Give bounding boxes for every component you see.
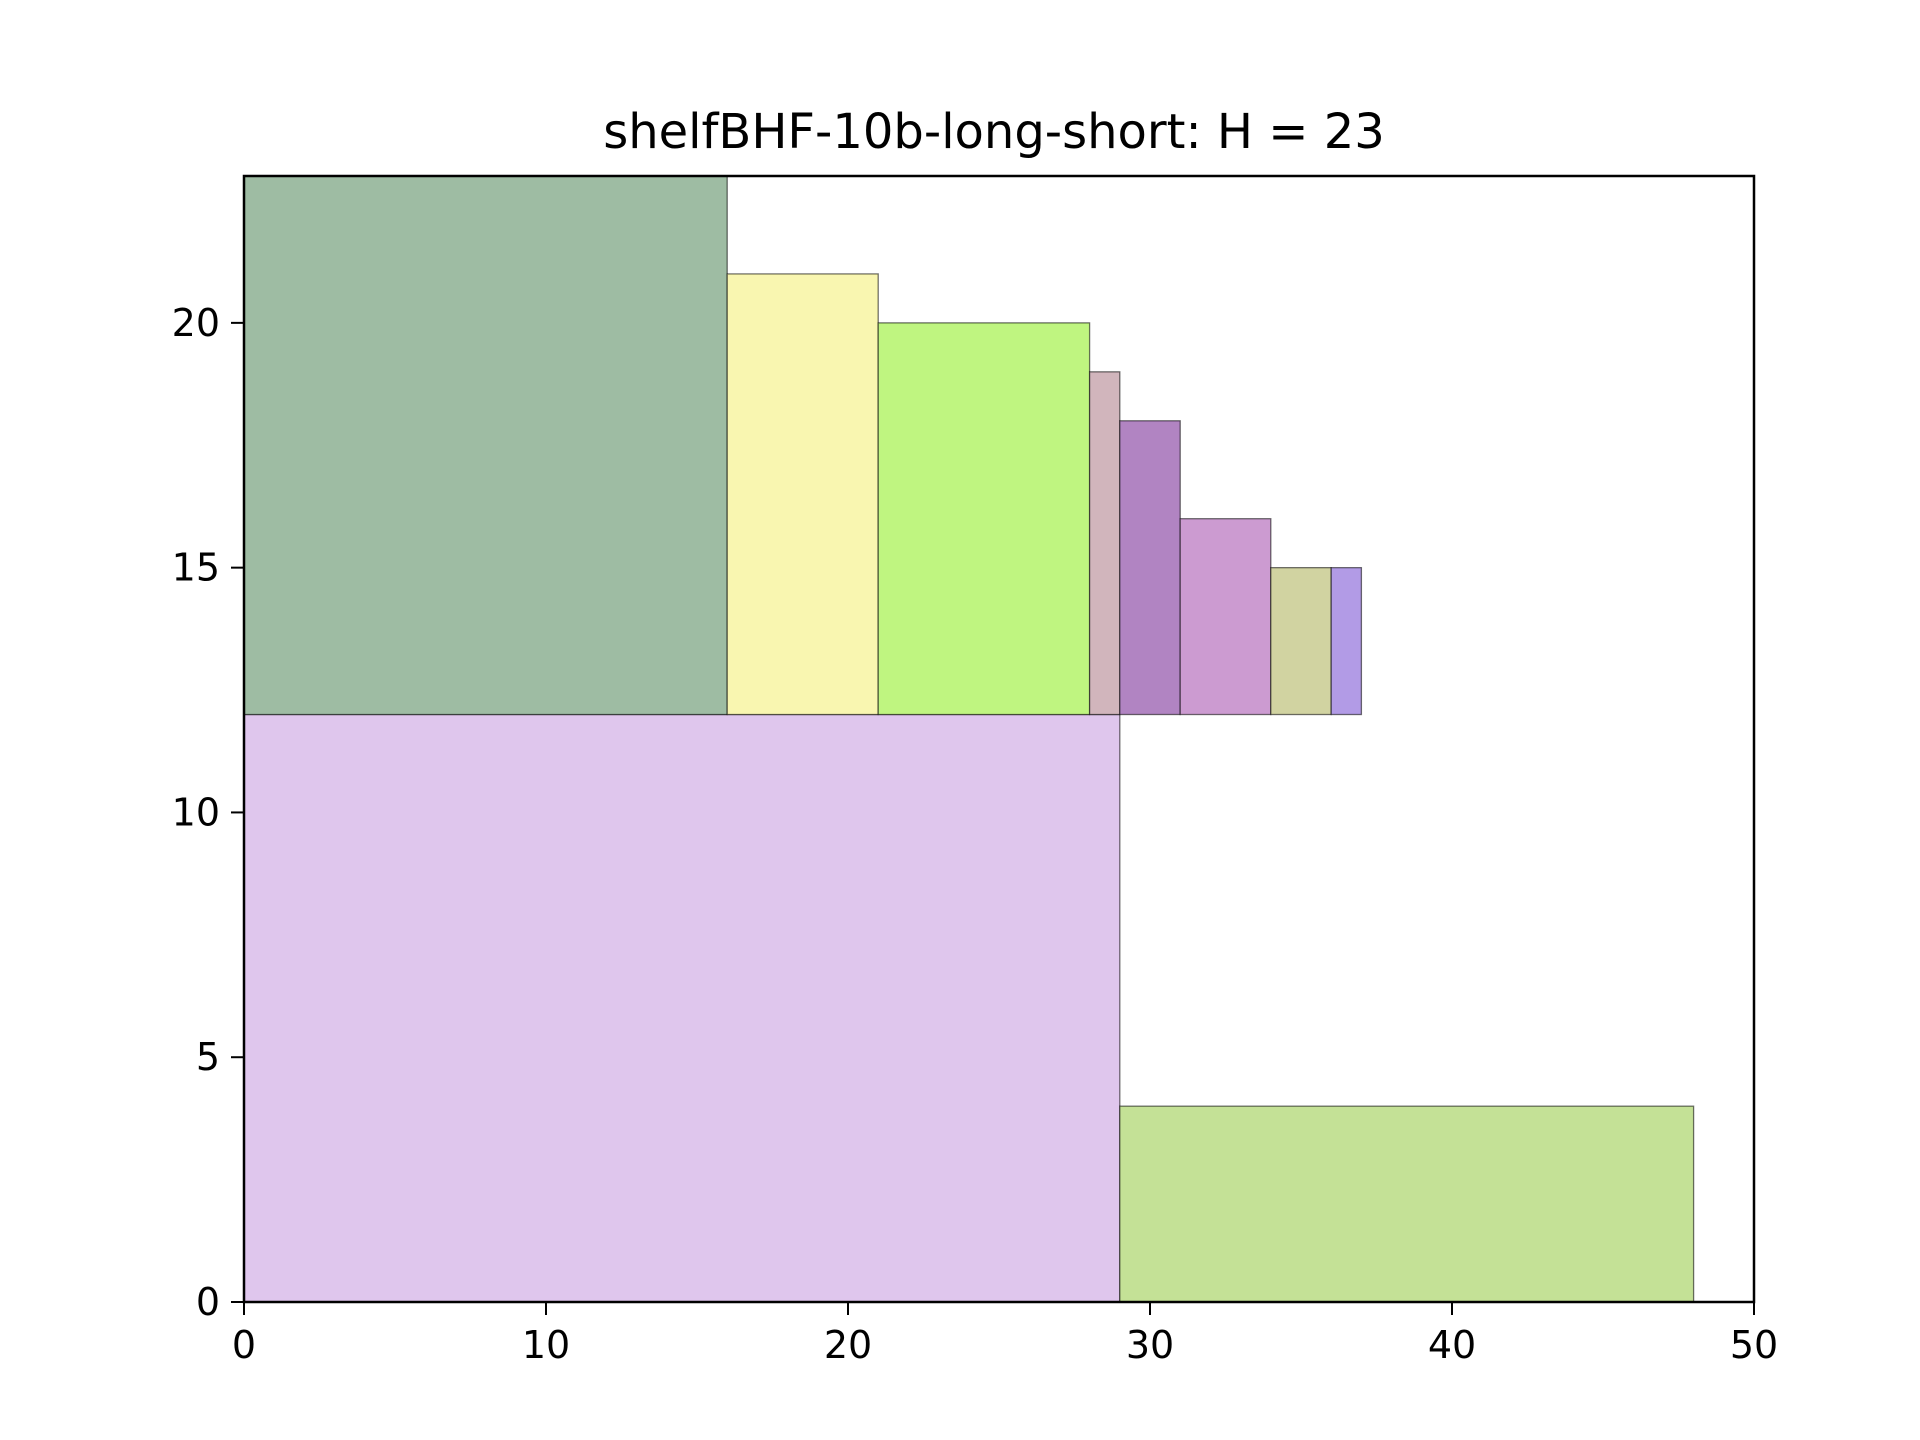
x-tick-label: 40 [1428,1323,1476,1367]
packed-rectangle-7 [1119,420,1181,716]
packed-rectangle-4 [726,273,879,716]
y-tick-label: 20 [172,301,220,345]
chart-title: shelfBHF-10b-long-short: H = 23 [603,104,1385,160]
x-tick-label: 0 [232,1323,256,1367]
packed-rectangle-6 [1088,371,1121,716]
y-tick-label: 10 [172,790,220,834]
y-axis: 0 5 10 15 20 [172,301,244,1324]
rectangles-layer [243,175,1695,1303]
packed-rectangle-10 [1330,567,1363,716]
x-axis: 0 10 20 30 40 50 [232,1302,1778,1367]
packed-rectangle-5 [877,322,1091,716]
x-tick-label: 10 [522,1323,570,1367]
y-tick-label: 15 [172,546,220,590]
x-tick-label: 30 [1126,1323,1174,1367]
packed-rectangle-1 [243,713,1121,1303]
packed-rectangle-9 [1270,567,1332,716]
x-tick-label: 50 [1730,1323,1778,1367]
packed-rectangle-2 [1119,1105,1695,1303]
packed-rectangle-8 [1179,518,1272,716]
packed-rectangle-3 [243,175,728,716]
y-tick-label: 5 [196,1035,220,1079]
axes-frame [242,174,1756,1304]
x-tick-label: 20 [824,1323,872,1367]
y-tick-label: 0 [196,1280,220,1324]
